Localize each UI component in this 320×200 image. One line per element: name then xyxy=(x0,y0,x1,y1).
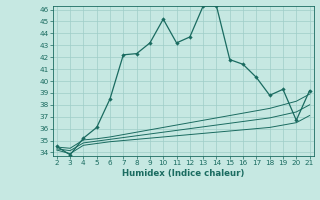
X-axis label: Humidex (Indice chaleur): Humidex (Indice chaleur) xyxy=(122,169,244,178)
